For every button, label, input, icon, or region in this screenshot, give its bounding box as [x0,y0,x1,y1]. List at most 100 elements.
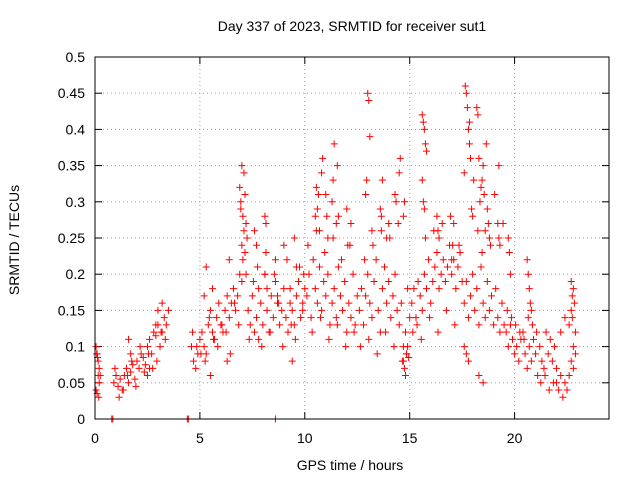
data-point [420,125,428,133]
data-point [504,343,512,351]
data-point [462,350,470,358]
data-point [93,350,101,358]
data-point [192,364,200,372]
data-point [324,270,332,278]
data-point [456,248,464,256]
data-point [422,285,430,293]
data-point [229,285,237,293]
data-point [482,140,490,148]
data-point [92,386,100,394]
x-tick-label: 5 [196,430,204,446]
data-point [297,314,305,322]
data-point [334,263,342,271]
data-point [301,285,309,293]
data-point [276,321,284,329]
data-point [426,314,434,322]
data-point [478,248,486,256]
data-point [271,256,279,264]
data-point [536,343,544,351]
data-point [111,364,119,372]
data-point [143,372,151,380]
data-point [322,292,330,300]
data-point [137,350,145,358]
data-point [465,140,473,148]
data-point [253,241,261,249]
data-point [313,299,321,307]
data-point [288,306,296,314]
data-point [477,183,485,191]
data-point [557,328,565,336]
data-point [353,292,361,300]
data-point [197,350,205,358]
data-point [405,353,413,361]
data-point [454,263,462,271]
data-point [529,335,537,343]
data-point [333,162,341,170]
data-point [431,263,439,271]
data-point [461,82,469,90]
data-point [200,343,208,351]
data-point [232,306,240,314]
data-point [292,263,300,271]
data-point [347,220,355,228]
data-point [534,372,542,380]
data-point [92,343,100,351]
data-point [280,241,288,249]
data-point [484,220,492,228]
data-point [198,328,206,336]
data-point [127,350,135,358]
data-point [288,357,296,365]
data-point [250,227,258,235]
data-point [473,285,481,293]
data-point [95,364,103,372]
data-point [119,386,127,394]
data-point [125,379,133,387]
data-point [557,372,565,380]
data-point [291,335,299,343]
data-point [513,343,521,351]
data-point [476,198,484,206]
data-point [152,332,160,340]
data-point [399,357,407,365]
data-point [307,314,315,322]
data-point [520,335,528,343]
data-point [433,248,441,256]
data-point [309,256,317,264]
data-point [236,183,244,191]
data-point [325,335,333,343]
plot-frame [94,56,610,420]
data-point [146,364,154,372]
chart-title: Day 337 of 2023, SRMTID for receiver sut… [218,18,487,34]
data-point [140,368,148,376]
data-point [269,314,277,322]
data-point [481,227,489,235]
data-point [474,227,482,235]
data-point [506,270,514,278]
data-point [206,372,214,380]
data-point [393,306,401,314]
data-point [347,314,355,322]
data-point [152,321,160,329]
data-point [523,256,531,264]
data-point [467,154,475,162]
data-point [318,169,326,177]
data-point [495,234,503,242]
data-point [485,306,493,314]
data-point [491,191,499,199]
data-point [550,343,558,351]
data-point [568,314,576,322]
data-point [221,306,229,314]
data-point [280,285,288,293]
data-point [144,350,152,358]
data-point [328,299,336,307]
data-point [452,285,460,293]
data-point [475,321,483,329]
data-point [257,299,265,307]
data-point [521,350,529,358]
data-point [215,299,223,307]
data-point [559,393,567,401]
data-point [127,368,135,376]
data-point [263,285,271,293]
data-point [480,191,488,199]
data-point [368,314,376,322]
